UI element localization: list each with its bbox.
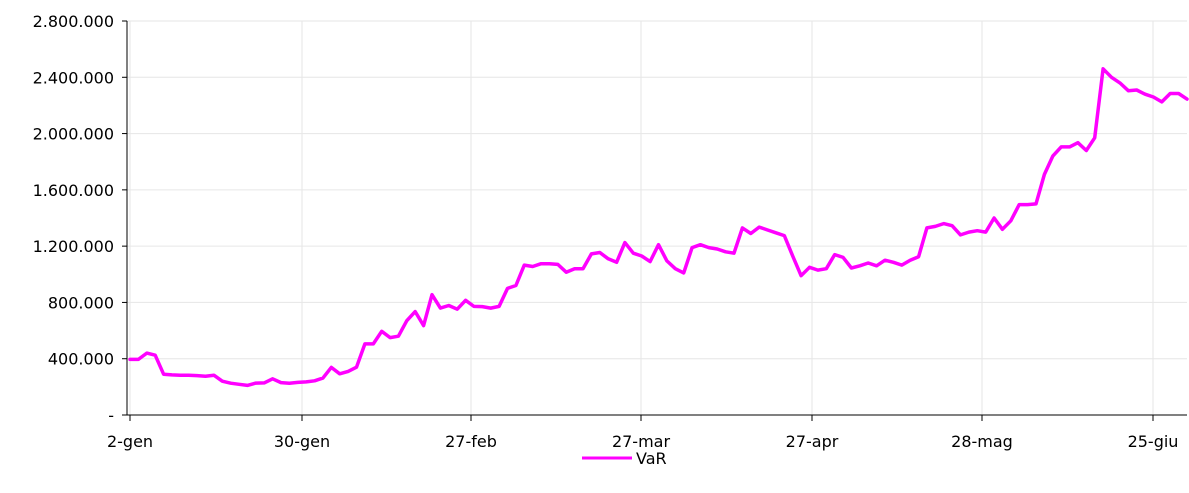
y-tick-label: 800.000 [48,293,114,312]
y-axis-ticks: - 400.000 800.000 1.200.000 1.600.000 2.000.0… [33,12,114,425]
axes [122,20,1187,421]
x-tick-label: 25-giu [1128,432,1179,451]
y-tick-label: - [108,406,114,425]
legend: VaR [582,449,667,468]
x-tick-label: 2-gen [107,432,153,451]
y-tick-label: 2.000.000 [33,125,114,144]
y-tick-label: 1.200.000 [33,237,114,256]
x-tick-label: 30-gen [274,432,330,451]
x-tick-label: 27-feb [445,432,497,451]
y-tick-label: 400.000 [48,350,114,369]
y-tick-label: 2.400.000 [33,68,114,87]
x-tick-label: 28-mag [951,432,1013,451]
x-tick-label: 27-mar [612,432,671,451]
y-tick-label: 1.600.000 [33,181,114,200]
grid-lines [127,20,1187,415]
legend-label-var: VaR [636,449,667,468]
series-layer [128,67,1189,388]
series-line-var [128,67,1189,388]
x-axis-ticks: 2-gen 30-gen 27-feb 27-mar 27-apr 28-mag 25-gi… [107,432,1178,451]
y-tick-label: 2.800.000 [33,12,114,31]
x-tick-label: 27-apr [786,432,839,451]
